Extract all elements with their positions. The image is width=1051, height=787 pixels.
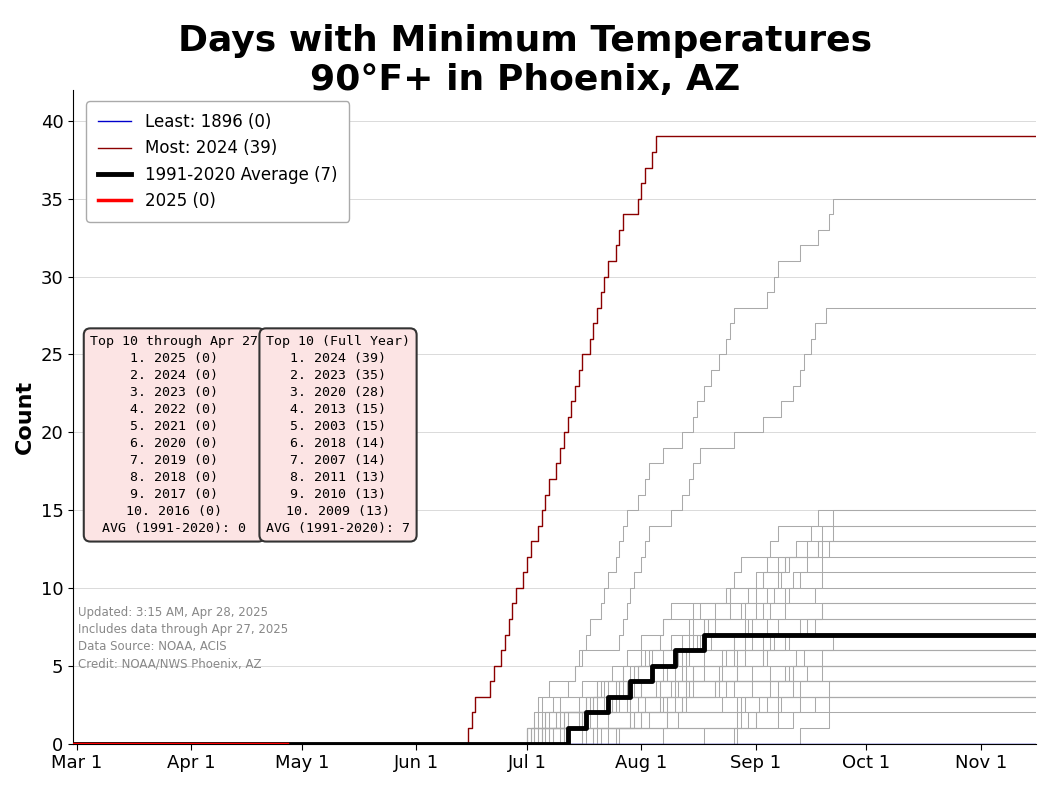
Text: Updated: 3:15 AM, Apr 28, 2025
Includes data through Apr 27, 2025
Data Source: N: Updated: 3:15 AM, Apr 28, 2025 Includes … (78, 606, 288, 671)
Legend: Least: 1896 (0), Most: 2024 (39), 1991-2020 Average (7), 2025 (0): Least: 1896 (0), Most: 2024 (39), 1991-2… (86, 102, 349, 222)
Text: Top 10 through Apr 27
1. 2025 (0)
2. 2024 (0)
3. 2023 (0)
4. 2022 (0)
5. 2021 (0: Top 10 through Apr 27 1. 2025 (0) 2. 202… (90, 335, 259, 535)
Text: Top 10 (Full Year)
1. 2024 (39)
2. 2023 (35)
3. 2020 (28)
4. 2013 (15)
5. 2003 (: Top 10 (Full Year) 1. 2024 (39) 2. 2023 … (266, 335, 410, 535)
Y-axis label: Count: Count (15, 379, 35, 454)
Text: Days with Minimum Temperatures
90°F+ in Phoenix, AZ: Days with Minimum Temperatures 90°F+ in … (179, 24, 872, 97)
